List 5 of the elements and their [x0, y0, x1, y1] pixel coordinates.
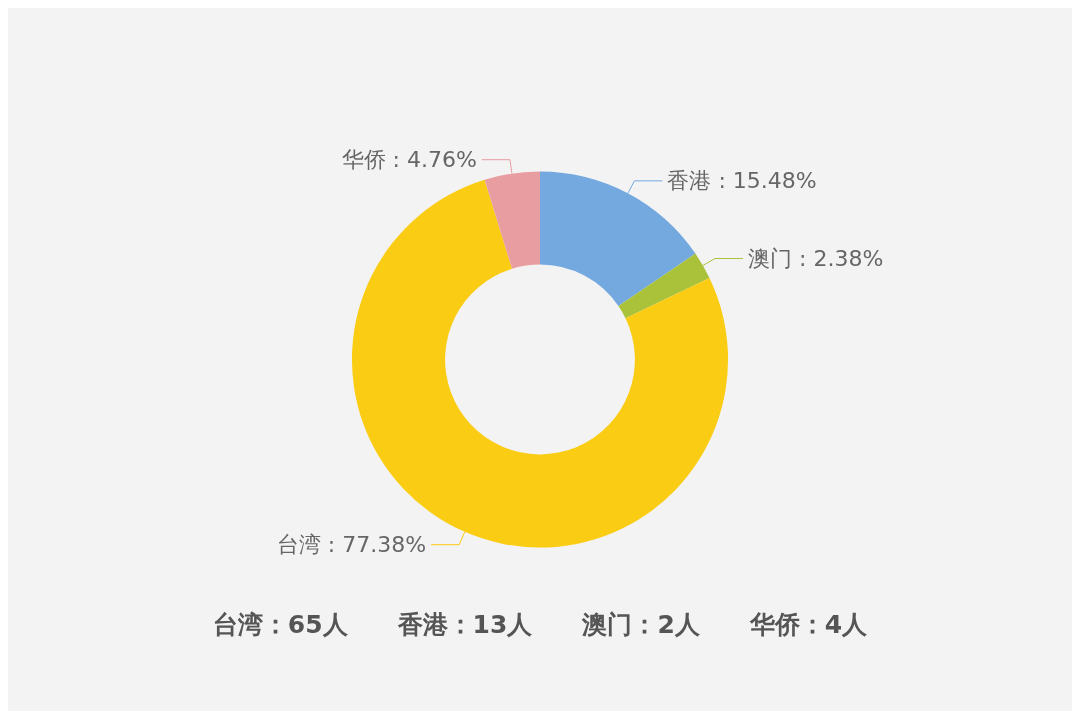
slice-label: 香港 : 15.48% [667, 168, 817, 194]
slice-label: 华侨 : 4.76% [341, 147, 477, 173]
text: 台湾：65人 香港：13人 澳门：2人 华侨：4人 [212, 610, 869, 639]
slice-label: 澳门 : 2.38% [748, 246, 884, 272]
slice-label: 台湾 : 77.38% [276, 532, 427, 558]
